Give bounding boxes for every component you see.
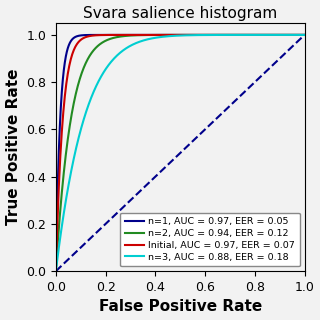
Y-axis label: True Positive Rate: True Positive Rate [5,69,20,225]
Title: Svara salience histogram: Svara salience histogram [83,5,277,20]
X-axis label: False Positive Rate: False Positive Rate [99,300,262,315]
Legend: n=1, AUC = 0.97, EER = 0.05, n=2, AUC = 0.94, EER = 0.12, Initial, AUC = 0.97, E: n=1, AUC = 0.97, EER = 0.05, n=2, AUC = … [120,212,300,267]
